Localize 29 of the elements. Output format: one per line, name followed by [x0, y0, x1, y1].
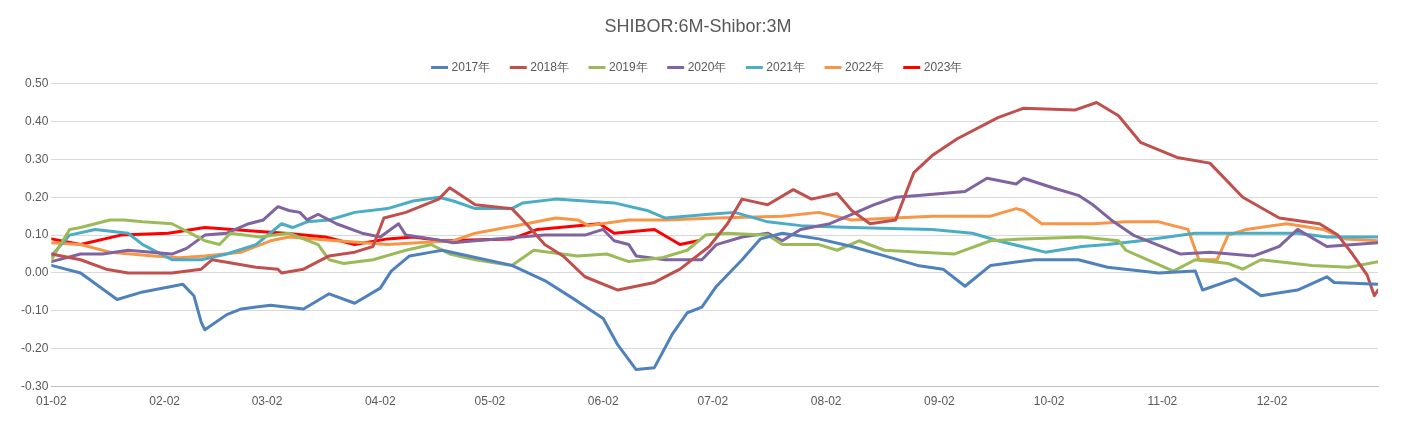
legend-label: 2020年 [687, 59, 727, 74]
y-tick-label: 0.50 [24, 75, 49, 90]
y-tick-label: 0.10 [24, 227, 49, 242]
x-tick-label: 01-02 [36, 394, 68, 409]
x-tick-label: 10-02 [1033, 394, 1065, 409]
x-tick-label: 03-02 [251, 394, 283, 409]
x-tick-label: 11-02 [1147, 394, 1178, 409]
x-tick-label: 04-02 [364, 394, 396, 409]
x-tick-label: 02-02 [149, 394, 181, 409]
y-tick-label: -0.10 [20, 303, 49, 318]
y-tick-label: 0.00 [24, 265, 49, 280]
y-tick-label: -0.30 [20, 378, 49, 393]
legend-label: 2023年 [923, 59, 963, 74]
x-tick-label: 08-02 [810, 394, 842, 409]
x-tick-label: 06-02 [587, 394, 619, 409]
x-tick-label: 05-02 [474, 394, 506, 409]
y-tick-label: 0.40 [24, 113, 49, 128]
legend-label: 2019年 [608, 59, 648, 74]
legend-label: 2022年 [845, 59, 884, 74]
y-tick-label: 0.20 [24, 189, 49, 204]
legend-label: 2021年 [766, 59, 806, 74]
x-tick-label: 07-02 [697, 394, 729, 409]
y-tick-label: 0.30 [24, 151, 49, 166]
x-tick-label: 09-02 [924, 394, 956, 409]
legend-label: 2018年 [530, 59, 569, 74]
legend-label: 2017年 [451, 59, 491, 74]
y-tick-label: -0.20 [20, 341, 49, 356]
x-tick-label: 12-02 [1256, 394, 1288, 409]
chart-title: SHIBOR:6M-Shibor:3M [604, 15, 792, 36]
